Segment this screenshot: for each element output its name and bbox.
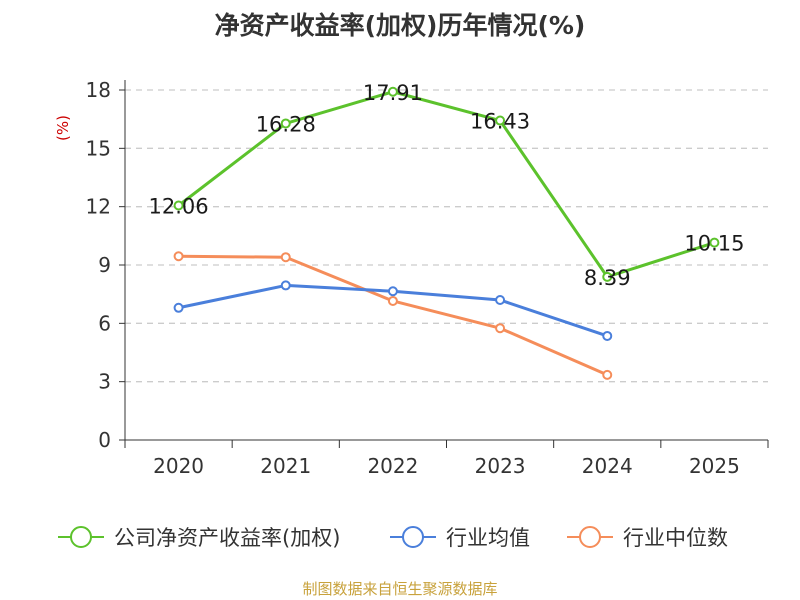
data-label: 16.43 <box>470 110 530 134</box>
y-tick-label: 3 <box>98 370 111 394</box>
y-tick-label: 9 <box>98 253 111 277</box>
series-layer <box>173 86 720 380</box>
legend-label: 公司净资产收益率(加权) <box>114 526 340 550</box>
data-label: 12.06 <box>149 195 209 219</box>
y-axis-unit-label: (%) <box>54 115 72 141</box>
y-tick-label: 0 <box>98 428 111 452</box>
data-point[interactable] <box>280 118 291 129</box>
axis-layer: 0 3 6 9 12 15 18 2020 2021 2022 2023 2024 2025 <box>86 78 769 478</box>
data-point[interactable] <box>495 295 506 305</box>
data-point[interactable] <box>280 252 291 263</box>
data-point[interactable] <box>709 237 720 248</box>
series-line <box>177 90 715 279</box>
legend-item[interactable]: 行业均值 <box>390 526 530 550</box>
data-point[interactable] <box>495 115 506 126</box>
data-point[interactable] <box>387 86 398 97</box>
data-label: 16.28 <box>256 112 316 136</box>
grid-layer <box>125 89 768 383</box>
data-label-layer: 12.06 16.28 17.91 16.43 8.39 10.15 <box>149 81 745 290</box>
legend[interactable]: 公司净资产收益率(加权) 行业均值 行业中位数 <box>58 526 728 550</box>
y-tick-label: 12 <box>86 195 111 219</box>
data-point[interactable] <box>280 280 291 291</box>
y-tick-label: 6 <box>98 311 111 335</box>
data-label: 10.15 <box>684 232 744 256</box>
source-note: 制图数据来自恒生聚源数据库 <box>302 580 497 598</box>
legend-marker <box>579 526 601 548</box>
data-point[interactable] <box>173 251 184 262</box>
legend-marker <box>402 526 424 548</box>
y-tick-label: 18 <box>86 78 111 102</box>
series-0 <box>173 86 720 282</box>
data-point[interactable] <box>495 323 506 334</box>
data-point[interactable] <box>602 330 613 341</box>
legend-item[interactable]: 行业中位数 <box>567 526 728 550</box>
series-1 <box>173 280 613 341</box>
data-point[interactable] <box>602 271 613 282</box>
data-point[interactable] <box>173 302 184 313</box>
x-tick-label: 2024 <box>582 454 633 478</box>
data-point[interactable] <box>387 295 398 306</box>
data-label: 8.39 <box>584 266 631 290</box>
x-tick-label: 2025 <box>689 454 740 478</box>
x-tick-label: 2021 <box>260 454 311 478</box>
chart-title: 净资产收益率(加权)历年情况(%) <box>215 11 586 40</box>
legend-label: 行业中位数 <box>623 526 728 550</box>
data-point[interactable] <box>602 369 613 380</box>
series-2 <box>173 251 613 380</box>
data-point[interactable] <box>387 286 398 297</box>
data-point[interactable] <box>173 200 184 211</box>
legend-item[interactable]: 公司净资产收益率(加权) <box>58 526 340 550</box>
x-tick-label: 2022 <box>367 454 418 478</box>
x-tick-label: 2020 <box>153 454 204 478</box>
y-tick-label: 15 <box>86 136 111 160</box>
legend-label: 行业均值 <box>446 526 530 550</box>
legend-marker <box>70 526 92 548</box>
x-tick-label: 2023 <box>475 454 526 478</box>
data-label: 17.91 <box>363 81 423 105</box>
